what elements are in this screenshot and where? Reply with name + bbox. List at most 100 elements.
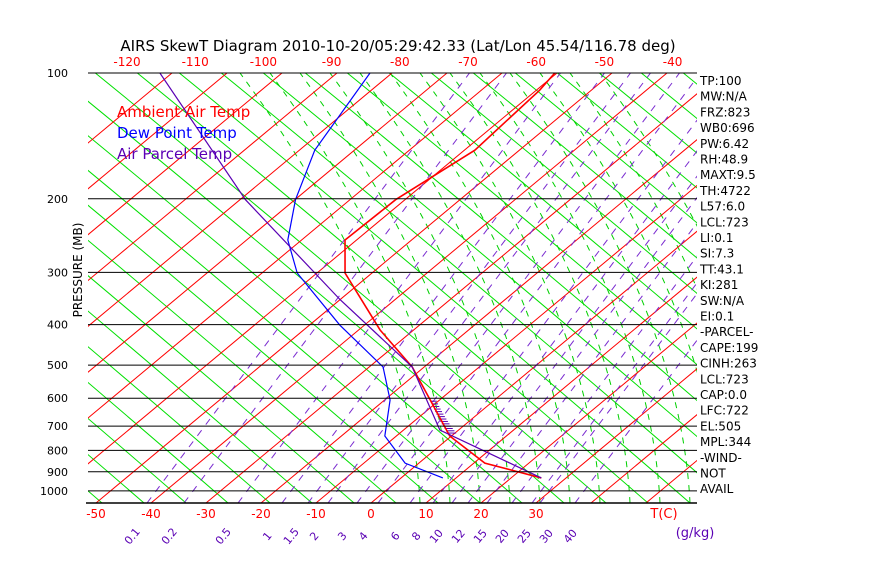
mixing-ratio-tick-label: 15 (471, 527, 490, 546)
moist-adiabat-line (270, 73, 450, 503)
stability-index-label: LFC:722 (700, 404, 749, 418)
stability-index-label: RH:48.9 (700, 153, 748, 167)
pressure-tick-label: 1000 (40, 485, 68, 498)
pressure-tick-label: 800 (47, 444, 68, 457)
pressure-tick-label: 200 (47, 193, 68, 206)
stability-index-label: MPL:344 (700, 435, 751, 449)
legend-entry: Air Parcel Temp (117, 145, 232, 163)
stability-index-label: EI:0.1 (700, 310, 734, 324)
isotherm-line (371, 73, 870, 503)
mixing-ratio-tick-label: 10 (427, 527, 446, 546)
stability-index-label: KI:281 (700, 278, 738, 292)
mixing-ratio-tick-label: 2 (307, 529, 321, 543)
stability-index-label: -PARCEL- (700, 325, 754, 339)
moist-adiabat-line (510, 73, 690, 503)
stability-index-label: CINH:263 (700, 357, 757, 371)
dry-adiabat-line (424, 33, 870, 503)
mixing-ratio-tick-label: 25 (515, 527, 534, 546)
mixing-ratio-tick-label: 0.2 (159, 525, 180, 547)
mixing-ratio-line (512, 73, 835, 503)
moist-adiabat-line (450, 73, 630, 503)
stability-index-label: TT:43.1 (699, 262, 744, 276)
mixing-ratio-tick-label: 30 (537, 527, 556, 546)
pressure-tick-label: 100 (47, 67, 68, 80)
mixing-ratio-tick-label: 6 (388, 529, 402, 543)
mixing-ratio-line (238, 73, 561, 503)
pressure-tick-label: 600 (47, 392, 68, 405)
mixing-ratio-tick-label: 0.5 (213, 525, 234, 547)
stability-index-label: FRZ:823 (700, 105, 750, 119)
top-temp-tick-label: -40 (663, 55, 683, 69)
dry-adiabat-line (634, 33, 870, 503)
moist-adiabat-line (330, 73, 510, 503)
top-temp-tick-label: -70 (458, 55, 478, 69)
dry-adiabat-line (466, 33, 870, 503)
stability-index-label: LCL:723 (700, 215, 749, 229)
dry-adiabat-line (760, 33, 870, 503)
legend-entry: Dew Point Temp (117, 124, 237, 142)
bottom-temp-tick-label: 30 (528, 507, 543, 521)
mixing-ratio-tick-label: 1.5 (281, 525, 302, 547)
stability-index-label: NOT (700, 467, 726, 481)
bottom-temp-tick-label: -30 (196, 507, 216, 521)
ambient-air-temp-line (345, 73, 555, 478)
bottom-temp-tick-label: 0 (367, 507, 375, 521)
stability-index-label: L57:6.0 (700, 200, 745, 214)
stability-index-label: SI:7.3 (700, 247, 734, 261)
stability-index-label: LI:0.1 (700, 231, 733, 245)
isotherm-line (206, 73, 722, 503)
stability-index-label: CAP:0.0 (700, 388, 747, 402)
stability-index-label: PW:6.42 (700, 137, 749, 151)
pressure-tick-label: 900 (47, 466, 68, 479)
stability-index-label: LCL:723 (700, 372, 749, 386)
dry-adiabat-line (172, 33, 732, 503)
top-temp-tick-label: -120 (113, 55, 140, 69)
bottom-temp-tick-label: -20 (251, 507, 271, 521)
mixing-ratio-tick-label: 3 (335, 529, 349, 543)
stability-index-label: WB0:696 (700, 121, 755, 135)
mixing-ratio-unit-label: (g/kg) (676, 526, 715, 541)
chart-title: AIRS SkewT Diagram 2010-10-20/05:29:42.3… (120, 37, 675, 55)
mixing-ratio-tick-label: 8 (409, 529, 423, 543)
mixing-ratio-line (308, 73, 631, 503)
legend-entry: Ambient Air Temp (117, 103, 250, 121)
top-temp-tick-label: -100 (250, 55, 277, 69)
bottom-temp-tick-label: -40 (141, 507, 161, 521)
top-temp-tick-label: -80 (390, 55, 410, 69)
pressure-tick-label: 500 (47, 359, 68, 372)
isotherm-line (646, 73, 870, 503)
pressure-tick-label: 700 (47, 420, 68, 433)
top-temp-tick-label: -50 (595, 55, 615, 69)
top-temp-tick-label: -110 (182, 55, 209, 69)
stability-index-label: MAXT:9.5 (700, 168, 756, 182)
mixing-ratio-tick-label: 4 (356, 529, 370, 543)
stability-index-label: AVAIL (700, 482, 734, 496)
mixing-ratio-tick-label: 12 (449, 527, 468, 546)
bottom-temp-tick-label: -50 (86, 507, 106, 521)
x-axis-label: T(C) (649, 507, 677, 522)
dry-adiabat-line (340, 33, 870, 503)
mixing-ratio-tick-label: 20 (493, 527, 512, 546)
dry-adiabat-line (844, 33, 870, 503)
mixing-ratio-tick-label: 0.1 (122, 525, 143, 547)
pressure-tick-label: 300 (47, 266, 68, 279)
y-axis-label: PRESSURE (MB) (71, 223, 85, 318)
stability-index-label: TP:100 (699, 74, 742, 88)
mixing-ratio-tick-label: 40 (561, 527, 580, 546)
stability-index-label: TH:4722 (699, 184, 751, 198)
pressure-tick-label: 400 (47, 319, 68, 332)
dry-adiabat-line (802, 33, 870, 503)
top-temp-tick-label: -60 (526, 55, 546, 69)
stability-index-label: MW:N/A (700, 90, 748, 104)
stability-index-label: EL:505 (700, 419, 741, 433)
bottom-temp-tick-label: -10 (306, 507, 326, 521)
stability-index-label: SW:N/A (700, 294, 745, 308)
mixing-ratio-tick-label: 1 (260, 529, 274, 543)
moist-adiabat-line (480, 73, 660, 503)
mixing-ratio-line (532, 73, 855, 503)
stability-index-label: -WIND- (700, 451, 742, 465)
dry-adiabat-line (214, 33, 774, 503)
bottom-temp-tick-label: 10 (418, 507, 433, 521)
stability-index-label: CAPE:199 (700, 341, 758, 355)
